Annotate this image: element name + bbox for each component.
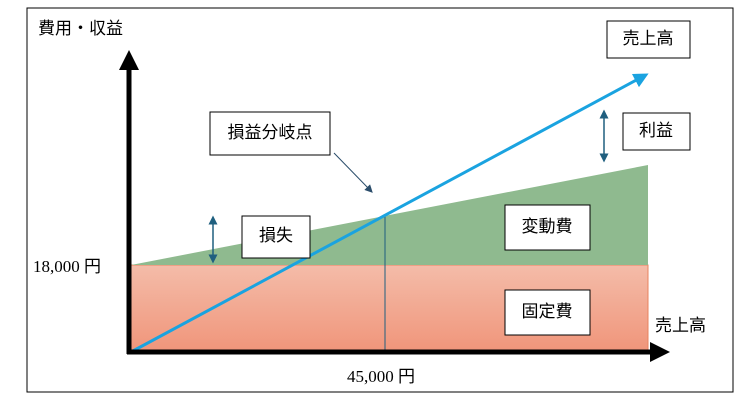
fixed-cost-label: 固定費 (522, 302, 573, 321)
break-even-pointer (333, 152, 373, 193)
loss-label: 損失 (259, 226, 293, 245)
break-even-box (209, 111, 331, 156)
loss-box (241, 215, 311, 259)
variable-cost-label: 変動費 (522, 217, 573, 236)
x-value-label: 45,000 円 (347, 367, 415, 386)
y-value-label: 18,000 円 (33, 257, 101, 276)
y-axis-label: 費用・収益 (38, 19, 123, 38)
sales-label: 売上高 (623, 29, 674, 48)
sales-box (606, 20, 691, 59)
profit-box (622, 112, 691, 151)
variable-cost-box (504, 204, 591, 251)
x-axis-label: 売上高 (655, 316, 706, 335)
fixed-cost-box (504, 289, 591, 336)
sales-line (130, 73, 649, 354)
profit-label: 利益 (639, 121, 673, 140)
frame (26, 7, 734, 393)
break-even-label: 損益分岐点 (228, 123, 313, 142)
